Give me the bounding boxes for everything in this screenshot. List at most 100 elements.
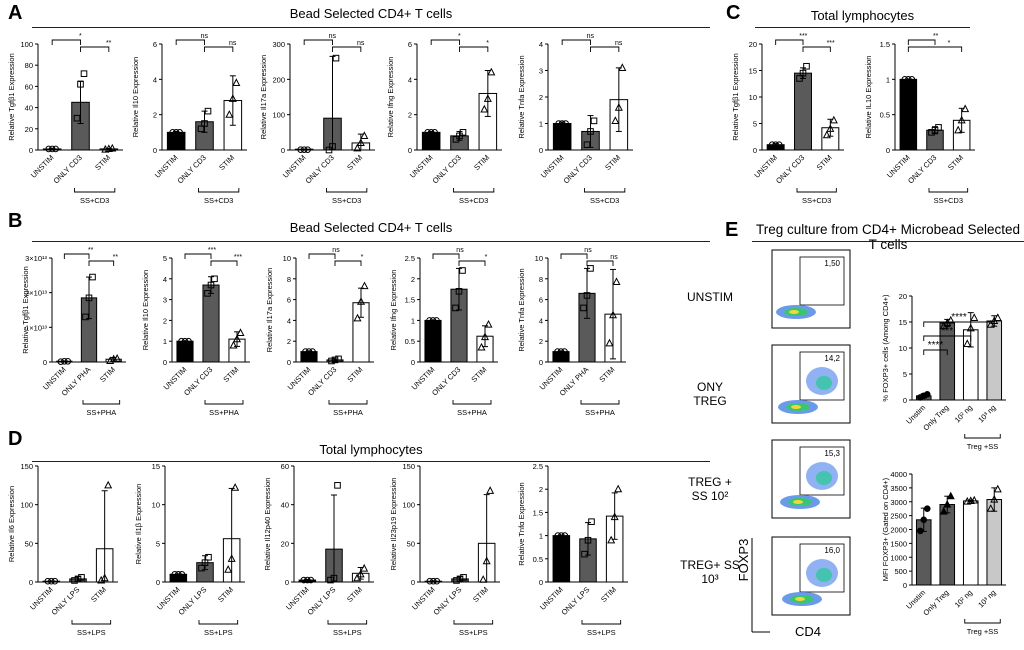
- b5-point-0-1: [557, 348, 565, 355]
- d3-ytick-label-3: 60: [281, 462, 289, 471]
- e1-point-3-0: [986, 320, 995, 328]
- d2-point-2-0: [224, 565, 233, 573]
- c1-sig-label-1: ***: [827, 40, 835, 47]
- b3-ylabel: Relative Il17a Expression: [265, 268, 274, 353]
- b4-ylabel: Relative Ifng Expression: [389, 270, 398, 351]
- a2-ytick-label-3: 6: [153, 40, 157, 49]
- flow-density-core-0: [789, 310, 799, 314]
- d5-point-0-2: [561, 532, 569, 539]
- e1-point-1-2: [946, 315, 955, 324]
- b2-sig-bracket-1: [210, 260, 238, 266]
- b5-sig-label-1: ns: [610, 254, 618, 261]
- a1-point-0-0: [45, 145, 52, 153]
- c1-group-label-ss-cd3: SS+CD3: [802, 196, 831, 205]
- e2-point-3-0: [986, 504, 995, 512]
- b3-group-label-ss-pha: SS+PHA: [333, 408, 363, 417]
- b4-sig-bracket-0: [432, 253, 460, 259]
- b3-ytick-label-1: 2: [287, 337, 291, 346]
- c1-sig-bracket-1: [802, 46, 831, 52]
- c2-ytick-label-2: 1: [886, 75, 890, 84]
- d1-group-bracket: [71, 620, 112, 625]
- d1-xtick-label-2: STIM: [89, 585, 108, 604]
- b5-point-0-0: [554, 348, 561, 355]
- b1-ytick-label-3: 3×10¹³: [25, 254, 47, 263]
- a4-ytick-label-1: 2: [408, 111, 412, 120]
- d5-point-2-2: [614, 484, 623, 493]
- c1-point-1-0: [796, 75, 803, 82]
- b3-point-0-1: [305, 348, 313, 355]
- b1-point-1-1: [85, 294, 93, 302]
- a4-group-bracket: [453, 188, 495, 193]
- d4-point-2-1: [482, 556, 491, 565]
- e1-point-2-1: [966, 323, 975, 332]
- e2-point-1-2: [946, 491, 955, 500]
- section-title-d: Total lymphocytes: [32, 442, 710, 462]
- e2-point-0-1: [920, 516, 928, 524]
- d1-ytick-label-3: 150: [20, 462, 33, 471]
- a5-sig-bracket-0: [561, 39, 591, 45]
- b2-point-0-0: [178, 337, 185, 345]
- a3-group-bracket: [326, 188, 368, 193]
- a1-sig-label-0: *: [79, 33, 82, 40]
- b5-ylabel: Relative Tnfa Expression: [517, 268, 526, 351]
- d3-point-1-0: [327, 576, 334, 584]
- b2-point-2-1: [232, 334, 242, 343]
- a3-xtick-label-1: ONLY CD3: [304, 153, 336, 185]
- d5-point-0-0: [554, 532, 562, 539]
- d2-point-1-1: [201, 559, 209, 566]
- d4-xtick-label-0: UNSTIM: [410, 585, 437, 612]
- a4-ytick-label-2: 4: [408, 75, 412, 84]
- flow-density-core-1: [791, 405, 801, 409]
- c2-ytick-label-0: 0: [886, 146, 890, 155]
- d5-ytick-label-1: 0.5: [533, 555, 543, 564]
- e2-ytick-label-3: 1500: [890, 539, 907, 548]
- e1-ytick-label-3: 15: [899, 318, 907, 327]
- c2-ytick-label-3: 1.5: [880, 40, 890, 49]
- d3-point-2-2: [360, 563, 369, 572]
- e2-point-0-2: [923, 505, 931, 512]
- d4-group-label-ss-lps: SS+LPS: [459, 628, 488, 637]
- d5-bar-0: [552, 535, 571, 583]
- d1-point-0-2: [51, 577, 59, 585]
- e2-ytick-label-5: 2500: [890, 512, 907, 521]
- c2-ytick-label-1: 0.5: [880, 111, 890, 120]
- b5-point-0-2: [561, 348, 568, 355]
- e2-xtick-label-3: 10³ ng: [976, 588, 997, 609]
- a2-ylabel: Relative Il10 Expression: [131, 57, 140, 137]
- a5-group-label-ss-cd3: SS+CD3: [590, 196, 619, 205]
- e2-point-0-0: [916, 527, 924, 535]
- c1-ytick-label-4: 20: [749, 40, 757, 49]
- a1-point-1-2: [80, 70, 88, 77]
- e2-group-bracket: [964, 619, 1001, 624]
- b4-point-0-2: [433, 317, 440, 324]
- c2-point-2-2: [961, 104, 970, 113]
- b4-sig-bracket-1: [458, 260, 486, 266]
- a3-ytick-label-0: 0: [281, 146, 285, 155]
- a5-point-2-1: [614, 103, 623, 111]
- b5-point-2-2: [612, 277, 621, 286]
- a4-group-label-ss-cd3: SS+CD3: [459, 196, 488, 205]
- flow-row-label-only-treg: ONY TREG: [693, 380, 727, 408]
- a2-ytick-label-2: 4: [153, 75, 157, 84]
- c1-point-0-0: [768, 141, 776, 148]
- b2-group-bracket: [204, 400, 244, 405]
- d2-point-0-2: [178, 570, 186, 578]
- a4-point-0-2: [431, 129, 438, 136]
- a4-xtick-label-2: STIM: [472, 153, 491, 172]
- d2-point-0-1: [175, 570, 182, 578]
- a5-point-1-1: [587, 128, 594, 135]
- d3-xtick-label-1: ONLY LPS: [306, 585, 338, 617]
- d2-point-1-0: [198, 564, 205, 572]
- c2-point-1-0: [928, 129, 935, 136]
- c2-point-0-2: [908, 76, 916, 83]
- a5-point-2-0: [611, 116, 620, 124]
- e2-ytick-label-2: 1000: [890, 553, 907, 562]
- c1-point-2-2: [829, 115, 838, 124]
- e2-ytick-label-1: 500: [894, 567, 907, 576]
- b1-point-1-0: [82, 313, 89, 321]
- b5-sig-bracket-1: [586, 260, 614, 266]
- d3-group-label-ss-lps: SS+LPS: [333, 628, 362, 637]
- d5-ytick-label-0: 0: [539, 578, 543, 587]
- a3-point-0-1: [300, 146, 308, 153]
